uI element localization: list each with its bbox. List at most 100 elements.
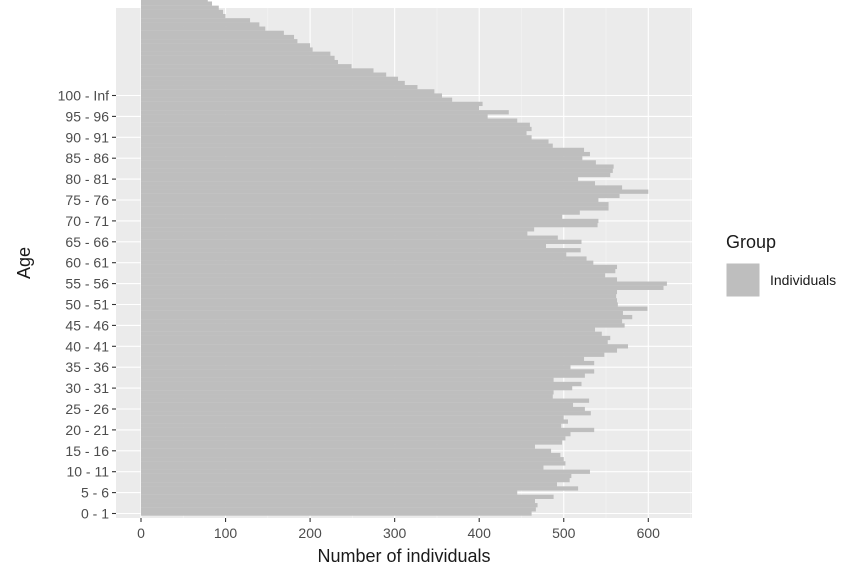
y-tick-label: 95 - 96 [65,108,109,124]
bar [141,340,608,345]
y-tick-label: 10 - 11 [66,464,109,480]
bar [141,97,453,102]
bar [141,210,580,215]
y-tick-label: 90 - 91 [65,129,109,145]
bar [141,34,295,40]
y-tick-label: 15 - 16 [65,443,109,459]
bar [141,59,338,65]
bar [141,503,538,508]
y-tick-label: 40 - 41 [65,338,109,354]
bar [141,331,602,336]
bar [141,0,208,2]
bar [141,222,598,228]
bar [141,406,585,412]
bar [141,156,583,161]
bar [141,306,648,311]
bar [141,64,352,69]
bar [141,18,251,23]
bar [141,76,399,81]
bar [141,93,442,98]
bar [141,239,582,244]
bar [141,5,219,10]
bar [141,185,623,190]
bar [141,43,311,48]
bar [141,47,313,52]
bar [141,172,611,178]
x-tick-label: 100 [214,525,238,541]
bar [141,13,226,19]
bar [141,494,554,499]
bar [141,68,374,73]
y-tick-label: 85 - 86 [65,150,109,166]
bar [141,486,579,491]
bar [141,160,596,165]
bar [141,327,596,332]
bar [141,22,260,27]
bar [141,490,518,495]
bar [141,264,618,270]
bar [141,277,618,282]
bar [141,448,552,453]
y-tick-label: 55 - 56 [65,276,109,292]
bar [141,381,582,387]
legend-title: Group [726,232,776,252]
bar [141,26,266,31]
bar [141,369,595,374]
bar [141,206,609,211]
bar [141,440,563,445]
bar [141,419,568,424]
bar [141,431,571,437]
bar [141,461,566,466]
x-tick-label: 400 [468,525,492,541]
bar [141,89,435,94]
legend: Group Individuals [725,232,836,298]
bar [141,143,553,148]
bar [141,398,590,403]
bar [141,319,623,324]
bar [141,394,553,399]
bar [141,85,418,90]
bar [141,377,554,382]
bar [141,507,536,512]
y-tick-label: 20 - 21 [65,422,109,438]
legend-key-individuals [725,262,761,298]
bar [141,30,284,35]
y-tick-label: 70 - 71 [65,213,109,229]
bar [141,168,613,173]
bar [141,390,554,395]
bar [141,473,572,479]
bar [141,151,590,157]
bar [141,214,563,219]
y-tick-label: 100 - Inf [58,88,109,104]
bar [141,273,606,278]
bar [141,310,623,316]
bar [141,323,625,328]
bar [141,147,585,153]
bar [141,227,535,232]
bar [141,101,483,107]
bar [141,235,558,240]
bar [141,302,618,307]
y-tick-label: 80 - 81 [65,171,109,187]
y-tick-label: 60 - 61 [65,255,109,271]
bar [141,268,616,274]
bar [141,436,566,441]
y-tick-label: 5 - 6 [81,485,109,501]
bar [141,348,618,353]
y-tick-label: 45 - 46 [65,317,109,333]
bar [141,80,405,86]
bar [141,298,618,303]
bar [141,114,488,119]
bar [141,482,557,487]
bar [141,360,595,366]
bar [141,177,579,182]
bar [141,55,335,61]
bar [141,427,595,433]
bar [141,344,629,349]
bar [141,39,298,44]
bar [141,402,574,408]
x-tick-label: 0 [137,525,145,541]
bar [141,252,567,257]
bar [141,457,564,462]
bar [141,423,562,428]
